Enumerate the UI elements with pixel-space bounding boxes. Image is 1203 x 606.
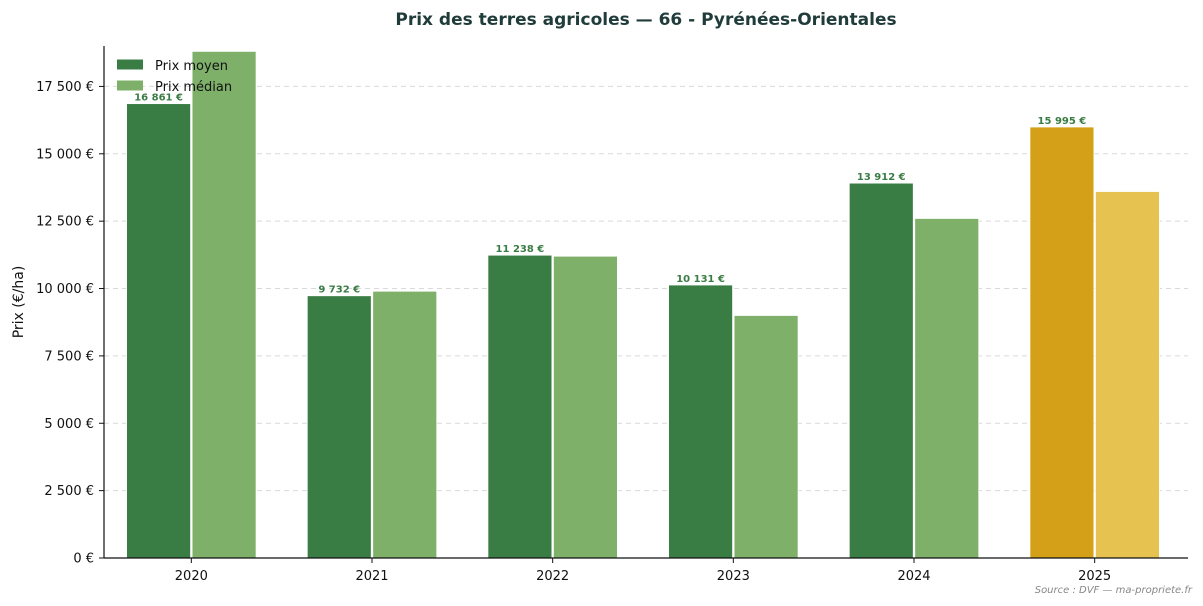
data-label-2021: 9 732 € xyxy=(318,285,360,296)
data-label-2024: 13 912 € xyxy=(857,172,906,183)
bar-prix-moyen-2022 xyxy=(487,254,553,559)
data-label-2022: 11 238 € xyxy=(496,244,545,255)
data-labels: 16 861 € 9 732 € 11 238 € 10 131 € 13 912 € 1… xyxy=(134,93,1086,296)
bar-prix-m-dian-2021 xyxy=(372,290,438,559)
data-label-2025: 15 995 € xyxy=(1038,116,1087,127)
bar-prix-m-dian-2020 xyxy=(191,50,257,559)
y-tick-label: 12 500 € xyxy=(36,215,94,230)
y-tick-label: 17 500 € xyxy=(36,80,94,95)
source-note: Source : DVF — ma-propriete.fr xyxy=(1035,585,1193,596)
y-tick-label: 2 500 € xyxy=(44,484,94,499)
y-tick-label: 5 000 € xyxy=(44,417,94,432)
bar-prix-moyen-2025 xyxy=(1029,126,1095,559)
y-tick-label: 0 € xyxy=(73,552,94,567)
y-axis-label: Prix (€/ha) xyxy=(11,266,27,339)
bar-prix-m-dian-2025 xyxy=(1095,191,1160,559)
data-label-2023: 10 131 € xyxy=(676,274,725,285)
y-tick-label: 10 000 € xyxy=(36,282,94,297)
data-label-2020: 16 861 € xyxy=(134,93,183,104)
bar-prix-moyen-2020 xyxy=(126,103,191,559)
y-tick-label: 15 000 € xyxy=(36,147,94,162)
x-tick-label: 2023 xyxy=(717,569,750,584)
bars xyxy=(126,50,1160,559)
legend-swatch-prix-median xyxy=(117,80,143,91)
bar-prix-moyen-2023 xyxy=(668,284,733,559)
y-tick-label: 7 500 € xyxy=(44,349,94,364)
grid-lines xyxy=(104,85,1188,492)
x-tick-label: 2024 xyxy=(897,569,930,584)
x-tick-label: 2025 xyxy=(1078,569,1111,584)
x-tick-label: 2021 xyxy=(355,569,388,584)
chart-title: Prix des terres agricoles — 66 - Pyrénée… xyxy=(395,10,896,30)
bar-prix-moyen-2024 xyxy=(848,182,914,559)
bar-prix-m-dian-2024 xyxy=(914,218,980,559)
x-tick-label: 2020 xyxy=(175,569,208,584)
bar-prix-m-dian-2023 xyxy=(733,315,799,559)
legend-label-prix-moyen: Prix moyen xyxy=(155,59,228,74)
bar-prix-m-dian-2022 xyxy=(553,255,618,559)
axes: 0 € 2 500 € 5 000 € 7 500 € 10 000 € 12 500 €… xyxy=(36,46,1188,584)
legend: Prix moyen Prix médian xyxy=(117,59,232,95)
bar-prix-moyen-2021 xyxy=(306,295,372,559)
x-tick-label: 2022 xyxy=(536,569,569,584)
legend-swatch-prix-moyen xyxy=(117,59,143,70)
legend-label-prix-median: Prix médian xyxy=(155,80,232,95)
